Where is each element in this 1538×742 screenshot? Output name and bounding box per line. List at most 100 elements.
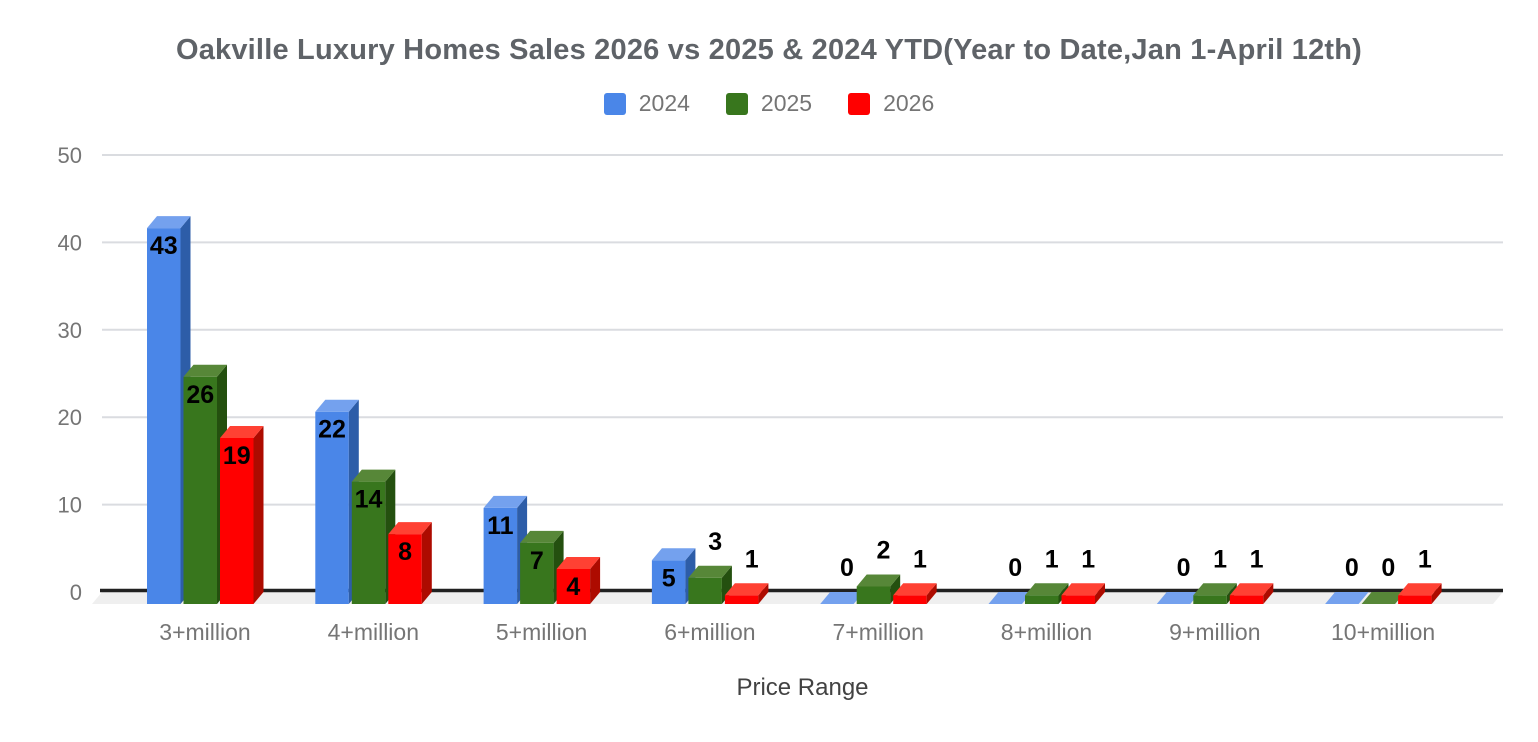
bar-front-face (147, 228, 181, 604)
category-label-9+million: 9+million (1169, 619, 1260, 645)
bar-top-face (1229, 583, 1274, 596)
value-label-2026-5+million: 4 (566, 573, 580, 601)
chart-floor (92, 592, 1503, 604)
bar-front-face (724, 595, 759, 604)
bar-front-face (1025, 595, 1059, 604)
bar-top-face (351, 469, 396, 482)
gridlines (102, 154, 1503, 506)
bar-front-face (351, 481, 386, 604)
bar-2026-7+million[interactable] (893, 583, 937, 604)
bar-front-face (893, 595, 927, 604)
value-label-2024-6+million: 5 (662, 564, 676, 592)
bar-2025-10+million[interactable] (1361, 592, 1406, 604)
bar-top-face (147, 216, 191, 229)
bar-top-face (651, 548, 696, 561)
bar-2026-8+million[interactable] (1061, 583, 1106, 604)
y-tick-label-0: 0 (70, 580, 82, 605)
bar-zero-face (1156, 592, 1201, 604)
category-label-7+million: 7+million (832, 619, 923, 645)
bar-side-face (253, 425, 264, 604)
bar-side-face (758, 583, 769, 604)
value-label-2026-10+million: 1 (1418, 545, 1432, 573)
value-label-2026-8+million: 1 (1081, 545, 1095, 573)
bar-front-face (1193, 595, 1227, 604)
bar-top-face (1025, 583, 1069, 596)
category-label-8+million: 8+million (1001, 619, 1092, 645)
value-label-2024-3+million: 43 (150, 232, 178, 260)
bar-2025-7+million[interactable] (856, 574, 901, 604)
bar-zero-face (988, 592, 1032, 604)
bar-side-face (421, 522, 432, 604)
category-label-4+million: 4+million (328, 619, 419, 645)
bar-front-face (651, 560, 686, 604)
y-tick-label-20: 20 (58, 405, 82, 430)
bar-side-face (890, 574, 901, 604)
bar-top-face (856, 574, 901, 587)
bar-front-face (183, 376, 217, 604)
bar-top-face (1398, 583, 1442, 596)
bar-front-face (315, 411, 349, 604)
bar-front-face (483, 507, 518, 604)
bar-side-face (1263, 583, 1274, 604)
y-tick-label-10: 10 (58, 493, 82, 518)
legend-item-2024[interactable]: 2024 (603, 90, 690, 117)
bars (147, 216, 1442, 604)
bar-top-face (724, 583, 769, 596)
bar-top-face (688, 565, 732, 578)
bar-2026-3+million[interactable] (220, 425, 264, 604)
bar-2024-7+million[interactable] (820, 592, 864, 604)
value-label-2024-4+million: 22 (318, 416, 346, 444)
bar-top-face (183, 364, 227, 377)
bar-top-face (520, 530, 564, 543)
bar-front-face (1229, 595, 1264, 604)
legend-label: 2024 (638, 90, 690, 116)
bar-2024-9+million[interactable] (1156, 592, 1201, 604)
y-axis-ticks: 0 10 20 30 40 50 (58, 143, 82, 605)
legend-label: 2025 (760, 90, 813, 116)
legend-swatch-2026 (848, 92, 871, 115)
value-label-2024-8+million: 0 (1008, 554, 1022, 582)
x-axis-title: Price Range (736, 674, 869, 701)
chart-title: Oakville Luxury Homes Sales 2026 vs 2025… (175, 34, 1363, 66)
bar-top-face (1061, 583, 1105, 596)
chart-legend: 2024 2025 2026 (0, 90, 1538, 117)
bar-front-face (220, 437, 254, 604)
value-label-2026-7+million: 1 (913, 545, 927, 573)
value-label-2025-3+million: 26 (186, 381, 214, 409)
legend-item-2026[interactable]: 2026 (848, 90, 934, 117)
y-tick-label-30: 30 (58, 318, 82, 343)
bar-zero-face (820, 592, 864, 604)
bar-2026-6+million[interactable] (724, 583, 769, 604)
bar-2026-5+million[interactable] (556, 557, 601, 604)
value-label-2024-9+million: 0 (1177, 554, 1191, 582)
bar-top-face (220, 425, 264, 438)
category-label-10+million: 10+million (1331, 619, 1435, 645)
category-label-3+million: 3+million (159, 619, 250, 645)
bar-front-face (388, 534, 422, 604)
bar-top-face (315, 399, 359, 412)
bar-top-face (388, 522, 432, 535)
value-label-2026-3+million: 19 (223, 442, 251, 470)
bar-front-face (856, 586, 891, 604)
bar-top-face (1193, 583, 1237, 596)
bar-top-face (556, 557, 601, 570)
value-label-2026-9+million: 1 (1250, 545, 1264, 573)
bar-side-face (926, 583, 937, 604)
value-label-2025-8+million: 1 (1045, 545, 1059, 573)
bar-2024-10+million[interactable] (1325, 592, 1369, 604)
legend-label: 2026 (883, 90, 935, 116)
bar-2024-8+million[interactable] (988, 592, 1033, 604)
value-label-2024-10+million: 0 (1345, 554, 1359, 582)
category-label-5+million: 5+million (496, 619, 587, 645)
legend-swatch-2025 (725, 92, 748, 115)
legend-item-2025[interactable]: 2025 (725, 90, 813, 117)
y-tick-label-50: 50 (58, 143, 82, 168)
bar-2026-4+million[interactable] (388, 522, 432, 604)
bar-2025-6+million[interactable] (688, 565, 732, 604)
value-label-2025-6+million: 3 (708, 528, 722, 556)
bar-2026-10+million[interactable] (1398, 583, 1442, 604)
bar-2026-9+million[interactable] (1229, 583, 1274, 604)
